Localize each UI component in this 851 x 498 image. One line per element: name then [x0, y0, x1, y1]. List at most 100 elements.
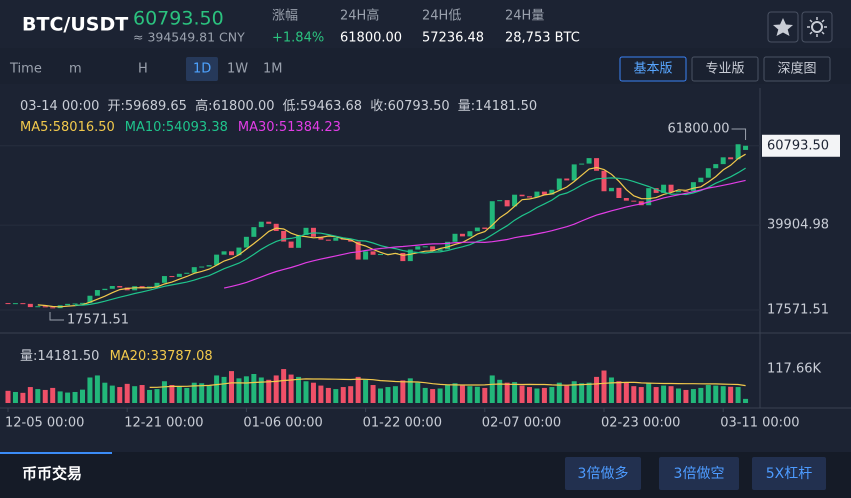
footer-button[interactable]: 3倍做多 — [578, 465, 629, 482]
volume-bar — [35, 389, 41, 403]
volume-bar — [541, 387, 547, 403]
candle-body — [586, 158, 592, 164]
footer-tab[interactable]: 币币交易 — [22, 465, 82, 483]
tab-indicator — [0, 452, 112, 454]
candle-body — [296, 234, 302, 248]
candle-body — [72, 303, 78, 305]
candle-body — [333, 237, 339, 241]
candle-body — [400, 252, 406, 262]
volume-bar — [608, 377, 614, 403]
volume-bar — [340, 387, 346, 403]
stat-label: 24H量 — [505, 9, 544, 24]
candle-body — [474, 227, 480, 232]
annotation-label: 17571.51 — [67, 312, 129, 327]
candle-body — [459, 233, 465, 237]
view-button[interactable]: 专业版 — [705, 62, 744, 77]
y-tick-label: 39904.98 — [767, 218, 829, 233]
volume-bar — [415, 382, 421, 403]
x-tick-label: 12-05 00:00 — [5, 416, 84, 431]
volume-ma-label: MA20:33787.08 — [110, 349, 213, 364]
stat-label: 24H低 — [422, 9, 461, 24]
candle-body — [102, 288, 108, 291]
volume-bar — [683, 389, 689, 403]
candle-body — [713, 164, 719, 169]
candle-body — [109, 286, 115, 289]
candle-body — [348, 239, 354, 242]
candle-body — [720, 157, 726, 165]
volume-bar — [661, 385, 667, 403]
footer-button-box — [659, 457, 739, 490]
volume-bar — [243, 376, 249, 403]
volume-bar — [489, 375, 495, 403]
candle-body — [169, 276, 175, 278]
sun-icon — [811, 21, 823, 33]
volume-bar — [236, 378, 242, 403]
annotation-arrow — [731, 128, 747, 140]
star-box — [767, 11, 799, 43]
volume-bar — [392, 386, 398, 403]
interval-button[interactable]: 1W — [227, 62, 248, 77]
candle-body — [288, 241, 294, 248]
volume-bar — [422, 387, 428, 403]
candle-body — [653, 188, 659, 193]
volume-bar — [512, 382, 518, 403]
candle-body — [415, 246, 421, 250]
interval-button[interactable]: 1M — [263, 62, 283, 77]
interval-button[interactable]: 1D — [193, 62, 211, 77]
info-low: 低:59463.68 — [283, 99, 362, 114]
view-button[interactable]: 深度图 — [777, 61, 816, 77]
volume-bar — [348, 386, 354, 403]
volume-bar — [109, 385, 115, 403]
volume-bar — [20, 392, 26, 403]
interval-button[interactable]: m — [69, 62, 82, 77]
view-button-box — [763, 56, 831, 82]
ma-label: MA10:54093.38 — [125, 120, 228, 135]
candle-body — [161, 276, 167, 283]
interval-button[interactable]: Time — [9, 62, 42, 77]
symbol: BTC/USDT — [22, 14, 128, 36]
footer-button-box — [752, 457, 826, 490]
candle-body — [676, 190, 681, 193]
footer-button[interactable]: 3倍做空 — [674, 466, 725, 482]
x-tick-label: 12-21 00:00 — [124, 416, 203, 431]
candle-body — [608, 187, 614, 192]
volume-bar — [65, 392, 71, 403]
view-button[interactable]: 基本版 — [633, 62, 672, 77]
volume-bar — [288, 374, 294, 403]
theme-button[interactable] — [801, 11, 833, 43]
volume-bar — [601, 370, 607, 403]
volume-bar — [176, 386, 182, 403]
candle-body — [87, 295, 93, 303]
ma-line — [223, 179, 746, 289]
candle-body — [556, 178, 562, 190]
cny-price: ≈ 394549.81 CNY — [133, 30, 245, 45]
candle-body — [407, 249, 413, 262]
volume-bar — [80, 389, 85, 403]
volume-bar — [638, 387, 644, 403]
stat-label: 24H高 — [340, 8, 379, 24]
volume-bar — [549, 387, 555, 403]
volume-bar — [676, 388, 681, 403]
candle-body — [452, 233, 458, 242]
volume-bar — [57, 391, 63, 403]
candle-body — [579, 163, 585, 165]
volume-bar — [94, 375, 100, 403]
candle-body — [65, 303, 71, 306]
candle-body — [527, 196, 532, 198]
candle-body — [728, 157, 734, 160]
volume-bar — [333, 389, 339, 403]
interval-button[interactable]: H — [138, 62, 148, 77]
volume-bar — [631, 386, 637, 403]
candle-body — [571, 164, 577, 181]
volume-bar — [206, 385, 212, 403]
volume-bar — [325, 387, 331, 403]
stat-value: 28,753 BTC — [505, 31, 580, 46]
volume-bar — [527, 387, 532, 403]
candle-body — [303, 227, 309, 235]
star-button[interactable] — [767, 11, 799, 43]
candle-body — [20, 303, 26, 305]
volume-bar — [251, 374, 257, 403]
stat-value: +1.84% — [272, 31, 324, 46]
footer-button[interactable]: 5X杠杆 — [766, 466, 813, 482]
candle-body — [743, 145, 749, 150]
